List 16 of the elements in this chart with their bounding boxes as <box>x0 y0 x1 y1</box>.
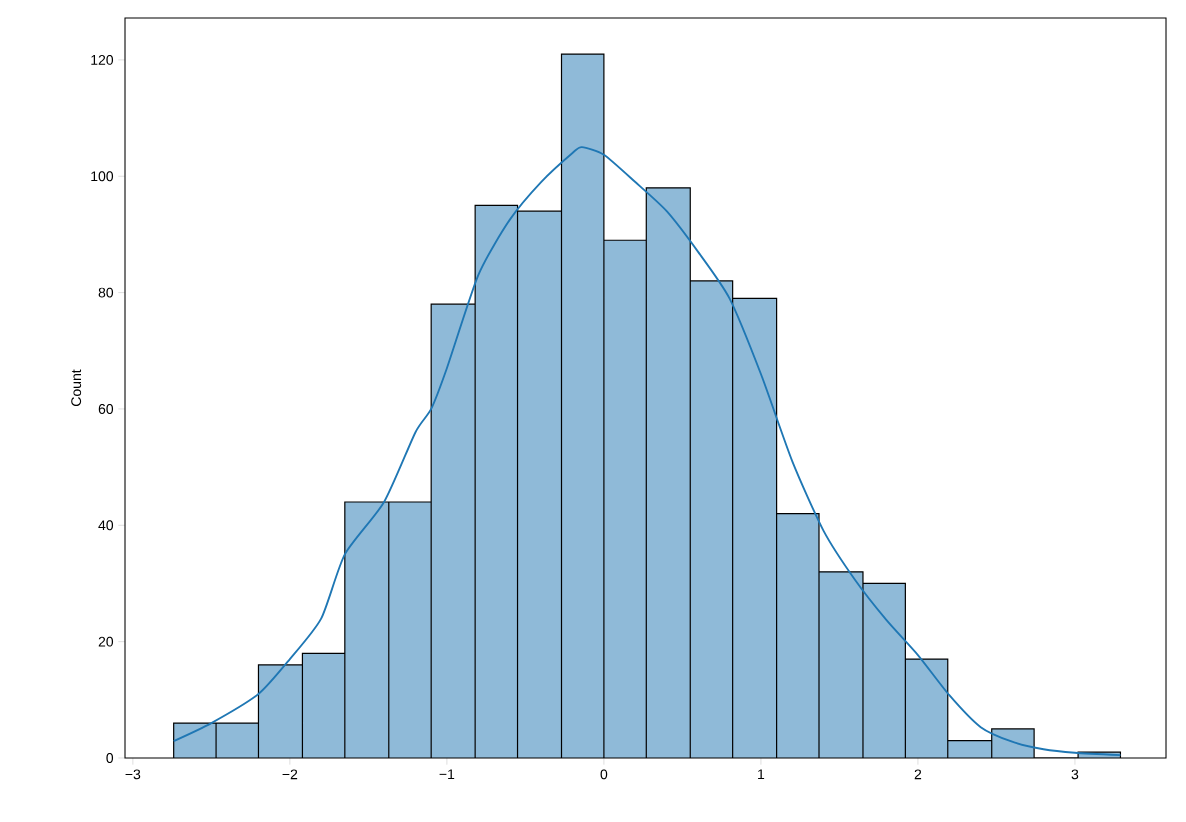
y-tick-label: 40 <box>98 520 114 531</box>
x-tick-label: 1 <box>758 769 765 780</box>
y-tick-label: 100 <box>91 171 114 182</box>
y-axis-title: Count <box>71 369 82 406</box>
y-tick-label: 60 <box>98 403 114 414</box>
y-tick-label: 80 <box>98 287 114 298</box>
x-tick-label: −2 <box>282 769 298 780</box>
x-tick-label: −1 <box>439 769 455 780</box>
x-tick-label: −3 <box>125 769 141 780</box>
x-tick-label: 0 <box>600 769 608 780</box>
line-series <box>172 146 1122 757</box>
y-tick-label: 120 <box>91 54 114 65</box>
y-tick-label: 0 <box>106 753 114 763</box>
y-tick-label: 20 <box>98 636 114 647</box>
x-tick-label: 2 <box>914 769 922 780</box>
x-tick-label: 3 <box>1071 769 1079 780</box>
